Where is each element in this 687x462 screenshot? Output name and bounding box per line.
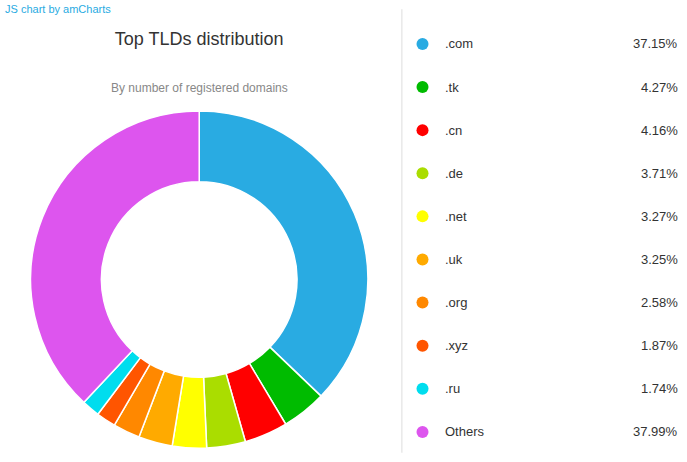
svg-text:.org: .org (445, 295, 467, 310)
svg-text:.ru: .ru (445, 381, 460, 396)
svg-text:3.25%: 3.25% (641, 252, 678, 267)
svg-text:.de: .de (445, 166, 463, 181)
svg-text:By number of registered domain: By number of registered domains (111, 81, 288, 95)
svg-text:JS chart by amCharts: JS chart by amCharts (5, 3, 111, 15)
svg-text:.uk: .uk (445, 252, 463, 267)
svg-text:.com: .com (445, 36, 473, 51)
svg-text:Top TLDs distribution: Top TLDs distribution (115, 29, 284, 49)
svg-text:4.27%: 4.27% (641, 80, 678, 95)
svg-text:1.74%: 1.74% (641, 381, 678, 396)
svg-text:2.58%: 2.58% (641, 295, 678, 310)
svg-text:3.71%: 3.71% (641, 166, 678, 181)
svg-text:Others: Others (445, 424, 485, 439)
svg-text:37.99%: 37.99% (633, 424, 678, 439)
svg-text:3.27%: 3.27% (641, 209, 678, 224)
svg-text:.cn: .cn (445, 123, 462, 138)
svg-text:1.87%: 1.87% (641, 338, 678, 353)
svg-text:.net: .net (445, 209, 467, 224)
svg-text:37.15%: 37.15% (633, 36, 678, 51)
svg-text:4.16%: 4.16% (641, 123, 678, 138)
svg-text:.tk: .tk (445, 80, 459, 95)
svg-text:.xyz: .xyz (445, 338, 468, 353)
